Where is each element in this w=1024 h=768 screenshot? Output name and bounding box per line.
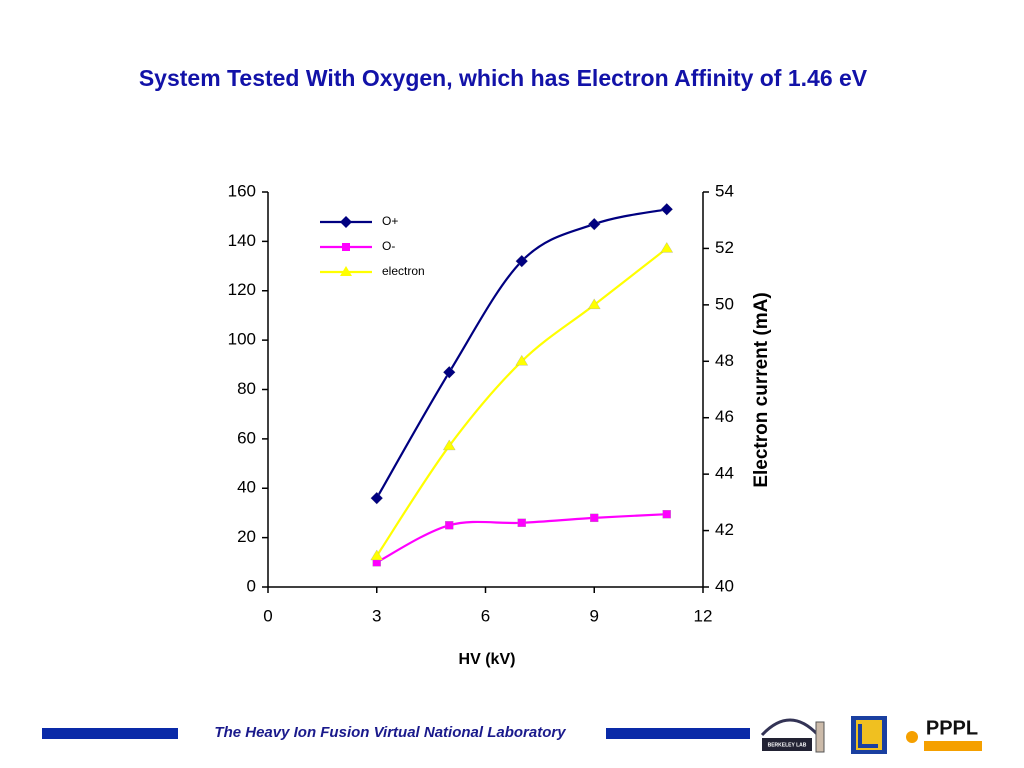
y-tick-label: 40 [237, 478, 256, 497]
y-tick-label: 0 [247, 576, 256, 595]
y2-tick-label: 52 [715, 238, 734, 257]
y-tick-label: 60 [237, 428, 256, 447]
marker [340, 216, 352, 228]
marker [370, 491, 383, 505]
y2-tick-label: 46 [715, 407, 734, 426]
logo-text: BERKELEY LAB [768, 742, 807, 748]
footer-bar [606, 728, 750, 739]
y-tick-label: 80 [237, 379, 256, 398]
marker [587, 298, 601, 310]
marker [515, 254, 528, 268]
hif-logo [851, 716, 887, 754]
series-line [375, 208, 667, 499]
legend-label: electron [382, 264, 425, 278]
y2-tick-label: 40 [715, 576, 734, 595]
marker [662, 510, 671, 519]
marker [442, 439, 456, 451]
x-tick-label: 0 [263, 606, 272, 625]
logo-text: PPPL [926, 717, 978, 739]
marker [370, 549, 384, 561]
marker [660, 203, 673, 216]
y-tick-label: 20 [237, 527, 256, 546]
y2-tick-label: 50 [715, 294, 734, 313]
y-tick-label: 120 [228, 280, 256, 299]
y2-tick-label: 48 [715, 351, 734, 370]
x-tick-label: 12 [694, 606, 713, 625]
y2-tick-label: 44 [715, 464, 734, 483]
y-tick-label: 140 [228, 231, 256, 250]
marker [443, 366, 456, 379]
legend-label: O+ [382, 214, 398, 228]
marker [340, 266, 352, 276]
legend-label: O- [382, 239, 395, 253]
marker [660, 242, 674, 253]
slide-title: System Tested With Oxygen, which has Ele… [139, 65, 868, 91]
y2-tick-label: 42 [715, 520, 734, 539]
marker [590, 513, 599, 523]
y-tick-label: 160 [228, 181, 256, 200]
pppl-logo: PPPL [906, 717, 982, 751]
marker [517, 518, 526, 527]
marker [445, 521, 454, 530]
marker [515, 354, 529, 366]
y-tick-label: 100 [228, 330, 256, 349]
marker [588, 217, 601, 231]
y2-tick-label: 54 [715, 181, 734, 200]
x-tick-label: 9 [590, 606, 599, 625]
x-tick-label: 6 [481, 606, 490, 625]
x-axis-label: HV (kV) [459, 651, 516, 668]
footer-text: The Heavy Ion Fusion Virtual National La… [214, 724, 566, 741]
x-tick-label: 3 [372, 606, 381, 625]
marker [342, 243, 350, 251]
berkeley-logo: BERKELEY LAB [760, 718, 825, 753]
y2-axis-label: Electron current (mA) [751, 292, 772, 487]
footer-bar [42, 728, 178, 739]
